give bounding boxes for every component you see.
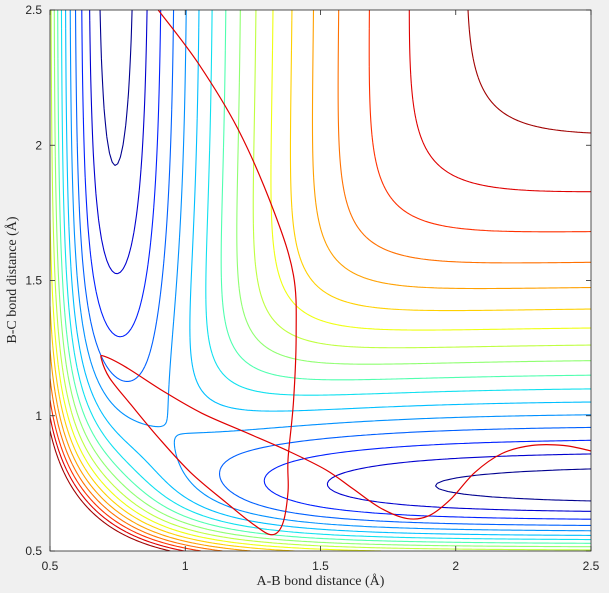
trajectory-line: [100, 10, 591, 536]
trajectory-path: [100, 10, 591, 536]
contour-level-15: [50, 10, 591, 551]
x-tick-label: 2: [452, 559, 459, 573]
x-tick-label: 0.5: [42, 559, 59, 573]
y-tick-label: 1.5: [25, 274, 42, 288]
contour-level-8: [57, 10, 591, 544]
x-axis-label: A-B bond distance (Å): [257, 573, 385, 589]
contour-level-1: [99, 10, 591, 502]
contour-level-9: [53, 10, 591, 548]
contour-level-16: [50, 10, 591, 551]
y-axis-label: B-C bond distance (Å): [4, 216, 20, 343]
contour-level-5: [69, 10, 591, 532]
x-tick-label: 2.5: [583, 559, 600, 573]
x-tick-label: 1.5: [312, 559, 329, 573]
contour-level-12: [50, 10, 591, 551]
y-tick-label: 2.5: [25, 3, 42, 17]
y-tick-label: 0.5: [25, 544, 42, 558]
x-axis-ticks: 0.5 1 1.5 2 2.5: [42, 10, 600, 573]
y-tick-label: 1: [35, 409, 42, 423]
contour-level-3: [81, 10, 591, 520]
x-tick-label: 1: [182, 559, 189, 573]
plot-area: [50, 10, 591, 551]
contour-level-10: [50, 10, 591, 551]
contour-level-13: [50, 10, 591, 551]
y-axis-ticks: 0.5 1 1.5 2 2.5: [25, 3, 591, 558]
contour-level-14: [50, 10, 591, 551]
contour-level-7: [60, 10, 591, 541]
contour-level-2: [89, 10, 591, 512]
contour-level-11: [50, 10, 591, 551]
contour-level-17: [50, 10, 591, 551]
y-tick-label: 2: [35, 138, 42, 152]
contour-level-6: [65, 10, 591, 536]
